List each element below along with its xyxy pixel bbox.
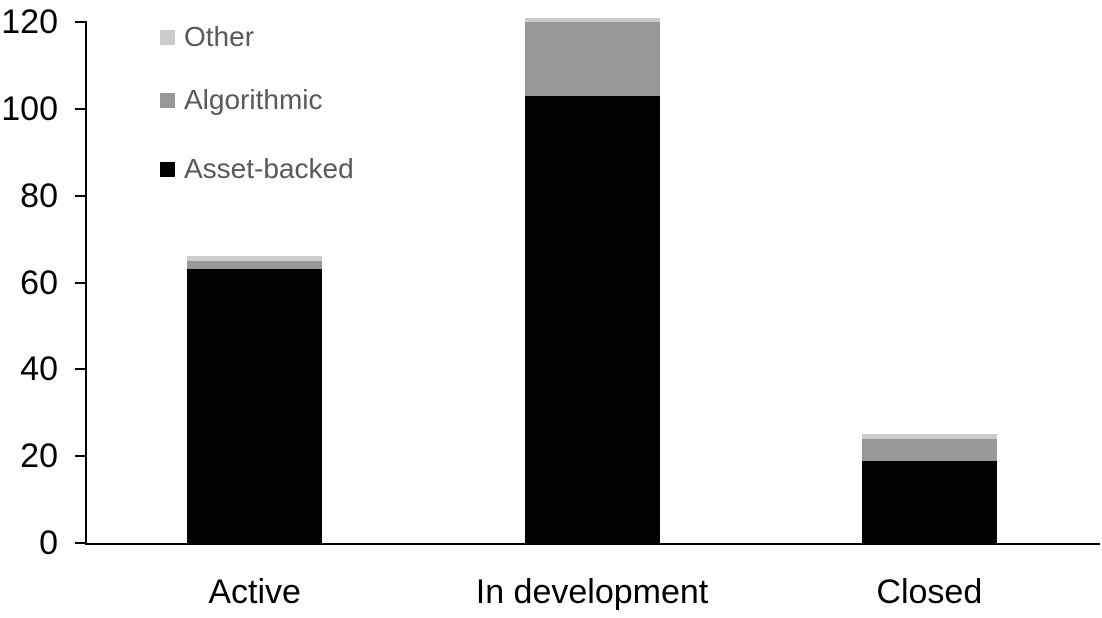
y-axis-tick-80 <box>75 194 86 197</box>
bar-segment-closed-algorithmic <box>861 438 997 461</box>
bar-segment-active-algorithmic <box>187 260 323 270</box>
y-axis-tick-120 <box>75 21 86 23</box>
y-axis-tick-100 <box>75 107 86 110</box>
y-axis-tick-label-0: 0 <box>39 524 58 562</box>
legend-swatch-other <box>160 29 175 45</box>
y-axis-tick-label-80: 80 <box>20 176 58 215</box>
legend-label-algorithmic: Algorithmic <box>184 84 323 115</box>
bar-closed <box>861 434 997 543</box>
y-axis-tick-label-100: 100 <box>1 89 58 128</box>
x-axis-line <box>85 543 1100 545</box>
legend-item-other: Other <box>160 21 255 52</box>
y-axis-tick-60 <box>75 281 86 284</box>
legend-item-asset-backed: Asset-backed <box>160 153 354 184</box>
y-axis-tick-20 <box>75 455 86 458</box>
bar-active <box>187 256 323 543</box>
bar-segment-in-development-asset-backed <box>524 95 660 543</box>
y-axis-tick-label-20: 20 <box>20 437 58 476</box>
legend-label-other: Other <box>184 21 255 52</box>
legend-label-asset-backed: Asset-backed <box>184 153 354 184</box>
x-axis-label-in-development: In development <box>475 573 709 611</box>
y-axis-tick-0 <box>75 542 86 544</box>
bar-in-development <box>524 17 660 543</box>
y-axis-tick-40 <box>75 368 86 371</box>
bar-segment-closed-other <box>861 434 997 439</box>
legend-item-algorithmic: Algorithmic <box>160 84 323 115</box>
bar-segment-closed-asset-backed <box>861 460 997 543</box>
legend-swatch-algorithmic <box>160 92 175 108</box>
y-axis-line <box>85 21 87 545</box>
bar-segment-active-asset-backed <box>187 269 323 543</box>
bar-segment-in-development-other <box>524 17 660 22</box>
legend-swatch-asset-backed <box>160 161 175 177</box>
y-axis-tick-label-60: 60 <box>20 263 58 302</box>
x-axis-label-active: Active <box>208 573 301 611</box>
bar-segment-active-other <box>187 256 323 261</box>
y-axis-tick-label-120: 120 <box>1 3 58 41</box>
x-axis-label-closed: Closed <box>876 573 983 611</box>
bar-segment-in-development-algorithmic <box>524 22 660 96</box>
y-axis-tick-label-40: 40 <box>20 350 58 389</box>
